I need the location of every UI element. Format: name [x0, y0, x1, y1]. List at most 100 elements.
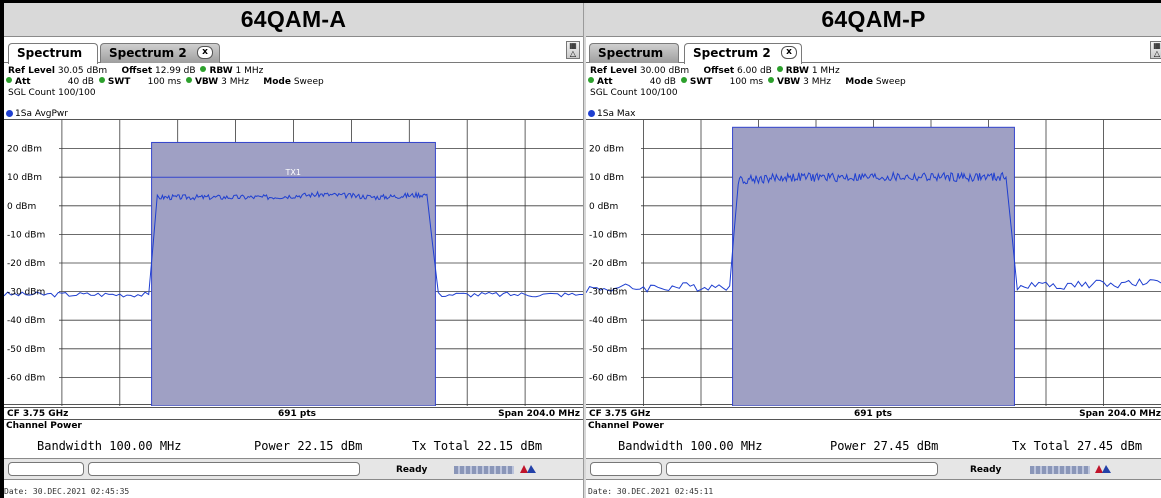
tx-marker-label: TX1: [285, 168, 301, 177]
mode-value: Sweep: [293, 77, 324, 87]
swt-value: 100 ms: [729, 77, 764, 87]
y-tick-label: 10 dBm: [7, 173, 42, 183]
y-tick-label: -10 dBm: [589, 230, 627, 240]
y-tick-label: -40 dBm: [589, 316, 627, 326]
status-dot-icon: [588, 77, 594, 83]
ref-level-label: Ref Level: [590, 66, 637, 76]
tab-spectrum[interactable]: Spectrum: [589, 43, 679, 63]
att-value: 40 dB: [67, 77, 94, 87]
swt-label: SWT: [107, 77, 131, 87]
sweep-status-line: CF 3.75 GHz 691 pts Span 204.0 MHz: [586, 407, 1161, 420]
channel-power-title: Channel Power: [588, 421, 664, 431]
y-tick-label: 20 dBm: [7, 145, 42, 155]
trace-indicator-icon: [6, 109, 13, 117]
close-icon[interactable]: x: [197, 46, 213, 59]
rbw-label: RBW: [209, 66, 233, 76]
tab-label: Spectrum: [598, 46, 664, 60]
status-dot-icon: [200, 66, 207, 72]
tab-spectrum-2[interactable]: Spectrum 2 x: [684, 43, 802, 64]
trace-label: 1Sa AvgPwr: [6, 109, 68, 120]
progress-bar: [1030, 466, 1090, 474]
channel-power: Power 27.45 dBm: [830, 439, 939, 453]
status-dot-icon: [98, 77, 105, 83]
date-stamp: Date: 30.DEC.2021 02:45:11: [588, 487, 714, 496]
sweep-points: 691 pts: [278, 409, 317, 419]
y-tick-label: -20 dBm: [7, 259, 45, 269]
spectrum-panel-64qam-a: 64QAM-A Spectrum Spectrum 2 x ▦ △ Ref Lev…: [4, 3, 583, 498]
y-tick-label: -60 dBm: [589, 373, 627, 383]
input-field[interactable]: [590, 462, 662, 476]
tab-label: Spectrum 2: [693, 46, 771, 60]
tab-bar: Spectrum Spectrum 2 x ▦ △: [586, 41, 1161, 64]
panel-title: 64QAM-A: [240, 6, 347, 32]
tab-spectrum[interactable]: Spectrum: [8, 43, 98, 64]
swt-label: SWT: [689, 77, 713, 87]
vbw-label: VBW: [776, 77, 801, 87]
y-tick-label: 0 dBm: [7, 202, 36, 212]
ref-level-value: 30.00 dBm: [639, 66, 690, 76]
trace-line: [4, 190, 583, 298]
status-dot-icon: [185, 77, 192, 83]
offset-label: Offset: [703, 66, 735, 76]
mode-label: Mode: [845, 77, 873, 87]
trace-indicator-icon: [588, 109, 595, 117]
spectrum-plot[interactable]: TX1 20 dBm 10 dBm 0 dBm -10 dBm -20 dBm -30 dB…: [4, 119, 583, 406]
measurement-settings: Ref Level 30.00 dBm Offset 6.00 dB RBW 1…: [586, 64, 1161, 110]
sweep-count: SGL Count 100/100: [590, 88, 678, 98]
spectrum-chart: 20 dBm 10 dBm 0 dBm -10 dBm -20 dBm -30 dBm -4…: [586, 120, 1161, 406]
message-field[interactable]: [666, 462, 938, 476]
status-bar: Ready: [586, 458, 1161, 480]
trace-label: 1Sa Max: [588, 109, 635, 120]
status-bar: Ready: [4, 458, 583, 480]
sweep-count: SGL Count 100/100: [8, 88, 96, 98]
display-config-icon[interactable]: ▦ △: [566, 41, 580, 59]
channel-bandwidth: Bandwidth 100.00 MHz: [37, 439, 182, 453]
y-tick-label: -10 dBm: [7, 230, 45, 240]
y-tick-label: -50 dBm: [589, 345, 627, 355]
tab-spectrum-2[interactable]: Spectrum 2 x: [100, 43, 220, 63]
frequency-span: Span 204.0 MHz: [498, 409, 580, 419]
offset-label: Offset: [121, 66, 153, 76]
panel-header: 64QAM-P: [586, 3, 1161, 37]
y-tick-label: 10 dBm: [589, 173, 624, 183]
sweep-points: 691 pts: [854, 409, 893, 419]
att-value: 40 dB: [649, 77, 676, 87]
trace-line: [586, 170, 1161, 294]
rs-logo-icon: [1095, 465, 1111, 473]
status-dot-icon: [680, 77, 687, 83]
spectrum-plot[interactable]: 20 dBm 10 dBm 0 dBm -10 dBm -20 dBm -30 dBm -4…: [586, 119, 1161, 406]
display-config-icon[interactable]: ▦ △: [1150, 41, 1161, 59]
input-field[interactable]: [8, 462, 84, 476]
channel-band: [732, 126, 1015, 406]
swt-value: 100 ms: [147, 77, 182, 87]
mode-value: Sweep: [875, 77, 906, 87]
tx-total-power: Tx Total 27.45 dBm: [1012, 439, 1143, 453]
y-tick-label: 20 dBm: [589, 145, 624, 155]
status-dot-icon: [6, 77, 12, 83]
center-frequency: CF 3.75 GHz: [589, 409, 651, 419]
tab-label: Spectrum 2: [109, 46, 187, 60]
progress-bar: [454, 466, 514, 474]
status-dot-icon: [767, 77, 774, 83]
close-icon[interactable]: x: [781, 46, 797, 59]
tab-label: Spectrum: [17, 46, 83, 60]
ready-status: Ready: [396, 465, 428, 475]
vbw-value: 3 MHz: [803, 77, 831, 87]
y-tick-label: -60 dBm: [7, 373, 45, 383]
rs-logo-icon: [520, 465, 536, 473]
panel-divider: [583, 3, 586, 498]
trace-name: 1Sa Max: [597, 109, 636, 119]
vbw-label: VBW: [194, 77, 219, 87]
tab-bar: Spectrum Spectrum 2 x ▦ △: [4, 41, 583, 64]
offset-value: 6.00 dB: [737, 66, 772, 76]
date-stamp: Date: 30.DEC.2021 02:45:35: [4, 487, 130, 496]
message-field[interactable]: [88, 462, 360, 476]
att-label: Att: [597, 77, 613, 87]
offset-value: 12.99 dB: [155, 66, 196, 76]
y-tick-label: 0 dBm: [589, 202, 618, 212]
y-tick-label: -40 dBm: [7, 316, 45, 326]
spectrum-chart: TX1 20 dBm 10 dBm 0 dBm -10 dBm -20 dBm -30 dB…: [4, 120, 583, 406]
tx-total-power: Tx Total 22.15 dBm: [412, 439, 543, 453]
channel-power: Power 22.15 dBm: [254, 439, 363, 453]
ref-level-value: 30.05 dBm: [57, 66, 108, 76]
